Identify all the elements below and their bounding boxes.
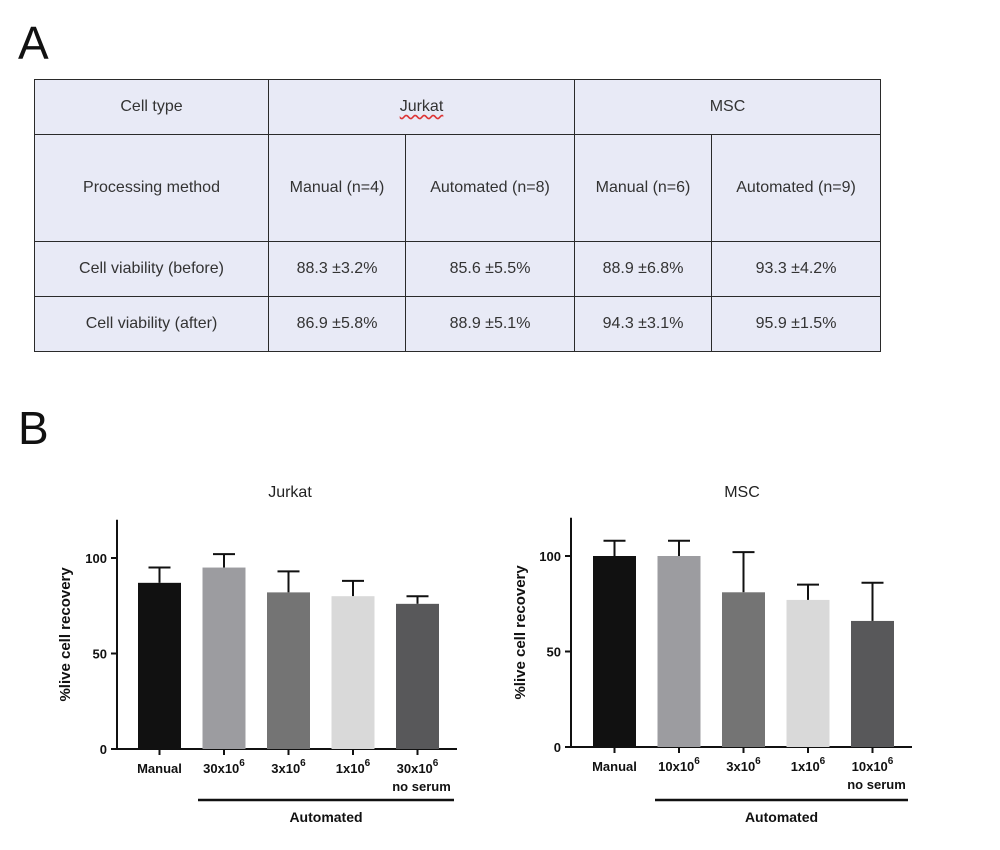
x-tick-label-main: Manual [592, 759, 637, 774]
value-cell: 88.3 ±3.2% [268, 241, 406, 297]
x-tick-label: 10x106 [852, 756, 894, 774]
bar [331, 596, 375, 749]
bar [786, 599, 830, 747]
x-tick-label-main: 30x10 [203, 761, 239, 776]
method-cell: Manual (n=6) [574, 134, 712, 242]
x-tick-sublabel: no serum [847, 777, 906, 792]
bar [657, 556, 701, 747]
x-tick-label-main: 10x10 [852, 759, 888, 774]
viability-table: Cell type Jurkat MSC Processing method M… [34, 79, 881, 352]
y-tick-label: 50 [547, 645, 561, 660]
bar [851, 620, 894, 747]
x-tick-label-main: 30x10 [397, 761, 433, 776]
x-tick-label: 3x106 [271, 758, 306, 776]
value-cell: 88.9 ±5.1% [405, 296, 575, 352]
bar [138, 582, 181, 749]
row-label: Cell viability (after) [34, 296, 269, 352]
y-tick-label: 0 [100, 742, 107, 757]
value-cell: 86.9 ±5.8% [268, 296, 406, 352]
x-tick-label: 1x106 [791, 756, 826, 774]
row-label: Cell viability (before) [34, 241, 269, 297]
x-tick-label-main: Manual [137, 761, 182, 776]
y-tick-label: 50 [93, 647, 107, 662]
x-tick-label-exponent: 6 [888, 756, 894, 767]
bar [267, 592, 310, 749]
group-header-msc: MSC [574, 79, 881, 135]
value-cell: 88.9 ±6.8% [574, 241, 712, 297]
chart-title: Jurkat [268, 484, 312, 501]
x-tick-label-main: 3x10 [271, 761, 300, 776]
group-header-jurkat-text: Jurkat [399, 98, 444, 115]
x-tick-label: 10x106 [658, 756, 700, 774]
bar [396, 603, 439, 749]
x-tick-label-main: 1x10 [791, 759, 820, 774]
y-axis-label: %live cell recovery [512, 565, 529, 700]
y-tick-label: 100 [85, 551, 107, 566]
x-tick-label: 30x106 [203, 758, 245, 776]
y-tick-label: 0 [554, 740, 561, 755]
group-label: Automated [289, 809, 362, 825]
x-tick-label: 1x106 [336, 758, 371, 776]
group-label: Automated [745, 809, 818, 825]
x-tick-label-exponent: 6 [239, 758, 245, 769]
value-cell: 95.9 ±1.5% [711, 296, 881, 352]
value-cell: 93.3 ±4.2% [711, 241, 881, 297]
x-tick-label-exponent: 6 [820, 756, 826, 767]
method-cell: Automated (n=8) [405, 134, 575, 242]
x-tick-label: 3x106 [726, 756, 761, 774]
bar [722, 592, 765, 747]
x-tick-label-exponent: 6 [694, 756, 700, 767]
x-tick-label-exponent: 6 [300, 758, 306, 769]
x-tick-label-main: 3x10 [726, 759, 755, 774]
x-tick-label: 30x106 [397, 758, 439, 776]
x-tick-label-exponent: 6 [365, 758, 371, 769]
chart-title: MSC [724, 484, 760, 501]
x-tick-label-main: 10x10 [658, 759, 694, 774]
method-cell: Automated (n=9) [711, 134, 881, 242]
value-cell: 94.3 ±3.1% [574, 296, 712, 352]
bar [593, 556, 636, 747]
bar [202, 567, 246, 749]
x-tick-sublabel: no serum [392, 779, 451, 794]
x-tick-label-main: 1x10 [336, 761, 365, 776]
x-tick-label: Manual [592, 759, 637, 774]
x-tick-label-exponent: 6 [433, 758, 439, 769]
y-tick-label: 100 [539, 549, 561, 564]
x-tick-label-exponent: 6 [755, 756, 761, 767]
value-cell: 85.6 ±5.5% [405, 241, 575, 297]
x-tick-label: Manual [137, 761, 182, 776]
header-cell-type: Cell type [34, 79, 269, 135]
panel-label-a: A [18, 17, 49, 69]
y-axis-label: %live cell recovery [57, 567, 74, 702]
panel-label-b: B [18, 402, 49, 454]
